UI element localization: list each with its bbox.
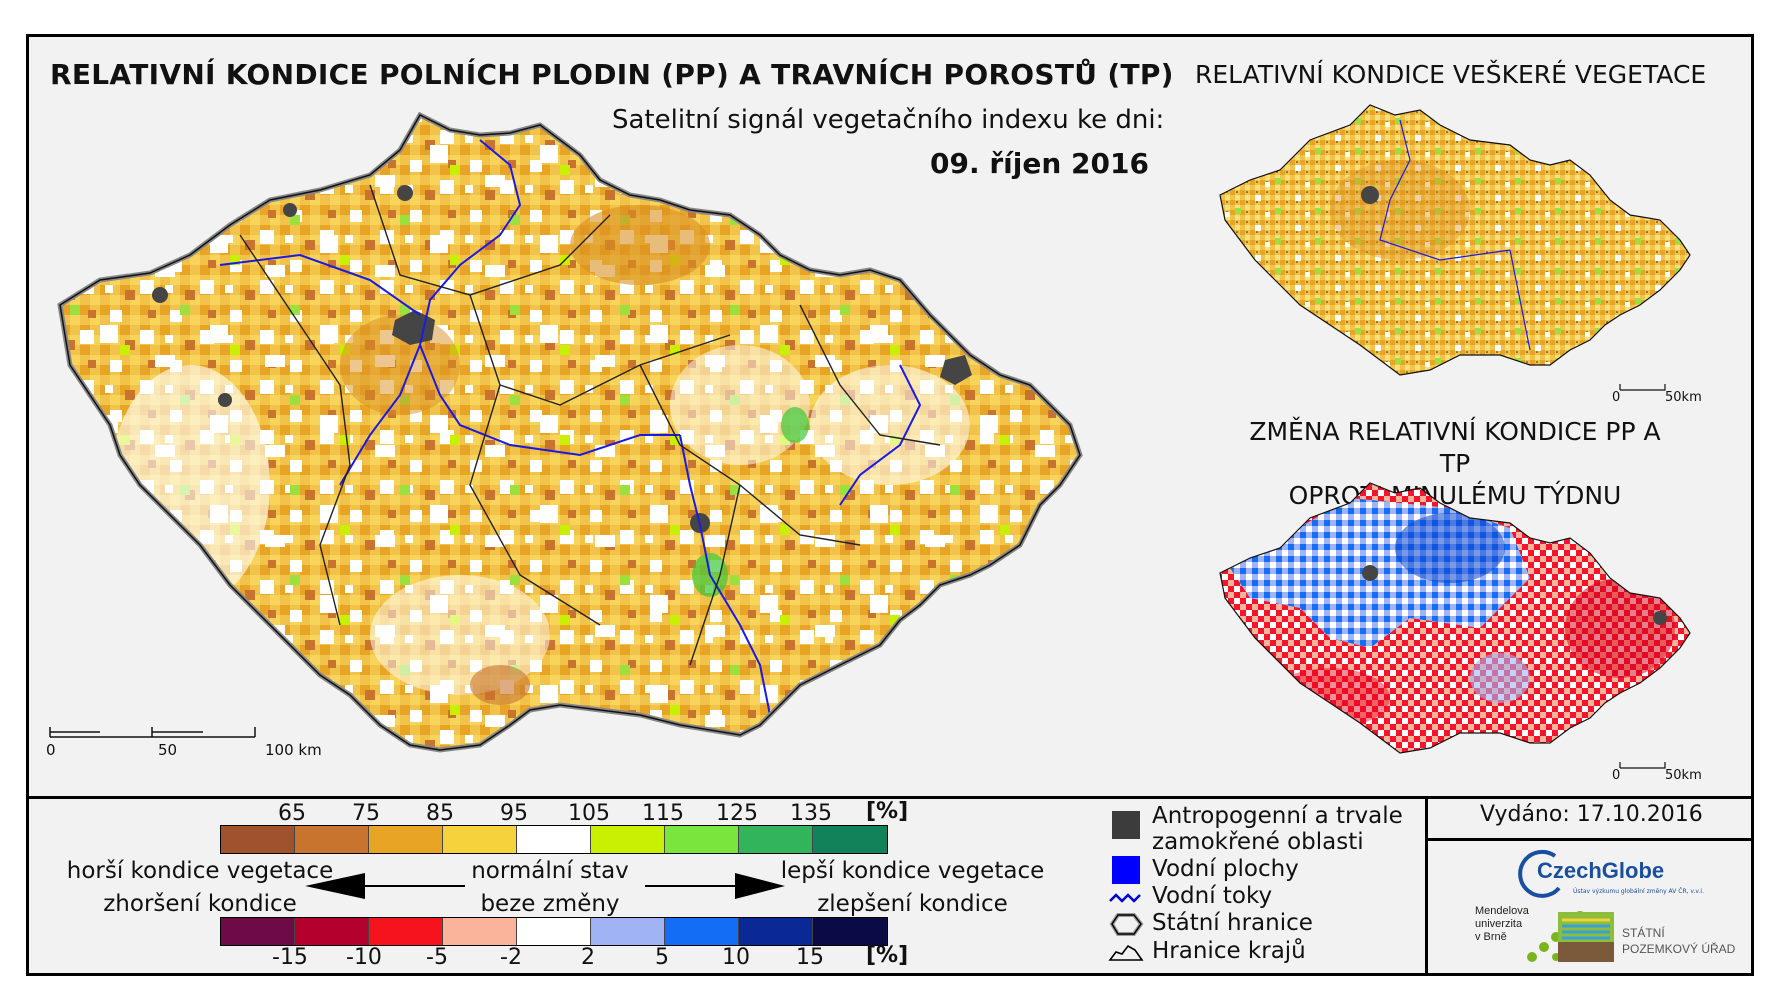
legend-normal-change: beze změny — [480, 891, 620, 917]
czechglobe-name: CzechGlobe — [1537, 858, 1665, 883]
legend-worse: horší kondice vegetace — [66, 858, 334, 884]
change-swatch-0 — [221, 918, 295, 945]
condition-swatch-8 — [813, 826, 887, 853]
main-condition-map — [49, 111, 1083, 753]
condition-swatch-0 — [221, 826, 295, 853]
cond-tick-65: 65 — [278, 801, 306, 826]
cond-unit: [%] — [866, 799, 909, 824]
condition-swatch-5 — [591, 826, 665, 853]
chg-tick-10: 10 — [722, 945, 750, 970]
change-title-line1: ZMĚNA RELATIVNÍ KONDICE PP A TP — [1249, 417, 1661, 478]
cond-tick-125: 125 — [716, 801, 758, 826]
spu-emblem-icon — [1558, 912, 1614, 962]
condition-swatch-6 — [665, 826, 739, 853]
legend-rivers: Vodní toky — [1108, 883, 1272, 911]
condition-swatch-2 — [369, 826, 443, 853]
logo-divider — [1426, 838, 1753, 841]
legend-state-border-label: Státní hranice — [1152, 910, 1313, 936]
change-swatch-5 — [591, 918, 665, 945]
chg-tick-15: 15 — [796, 945, 824, 970]
legend-anthropogenic-line1: Antropogenní a trvale — [1152, 803, 1403, 829]
river-line-icon — [1109, 893, 1141, 903]
change-swatch-2 — [369, 918, 443, 945]
issued-date: Vydáno: 17.10.2016 — [1480, 802, 1703, 827]
spu-logo: STÁTNÍ POZEMKOVÝ ÚŘAD — [1558, 912, 1738, 967]
legend-better: lepší kondice vegetace — [780, 858, 1045, 884]
main-scale-100: 100 km — [265, 741, 322, 759]
chg-tick-2: 2 — [581, 945, 595, 970]
spu-line1: STÁTNÍ — [1622, 926, 1665, 940]
cond-tick-85: 85 — [426, 801, 454, 826]
legend-anthropogenic: Antropogenní a trvale zamokřené oblasti — [1112, 803, 1403, 855]
chg-unit: [%] — [866, 943, 909, 968]
legend-state-border: Státní hranice — [1108, 910, 1313, 938]
chg-tick--2: -2 — [500, 945, 522, 970]
legend-better-change: zlepšení kondice — [817, 891, 1008, 917]
map-date: 09. říjen 2016 — [930, 147, 1149, 180]
condition-swatch-3 — [443, 826, 517, 853]
change-swatch-4 — [517, 918, 591, 945]
condition-swatch-7 — [739, 826, 813, 853]
top-scale-0: 0 — [1612, 390, 1621, 405]
cond-tick-75: 75 — [352, 801, 380, 826]
chg-tick-5: 5 — [655, 945, 669, 970]
legend-arrows — [305, 873, 785, 899]
all-vegetation-map — [1219, 104, 1691, 391]
spu-line2: POZEMKOVÝ ÚŘAD — [1622, 942, 1736, 956]
change-swatch-1 — [295, 918, 369, 945]
chg-tick--10: -10 — [346, 945, 382, 970]
change-swatch-8 — [813, 918, 887, 945]
legend-vertical-divider — [1425, 797, 1428, 975]
change-map — [1219, 482, 1691, 769]
chg-tick--15: -15 — [272, 945, 308, 970]
blue-square-icon — [1112, 856, 1140, 884]
condition-color-ramp — [220, 825, 888, 854]
legend-worse-change: zhoršení kondice — [103, 891, 297, 917]
subtitle: Satelitní signál vegetačního indexu ke d… — [612, 105, 1165, 135]
legend-divider — [26, 796, 1754, 799]
czechglobe-tagline: Ústav výzkumu globální změny AV ČR, v.v.… — [1573, 888, 1704, 895]
legend-anthropogenic-line2: zamokřené oblasti — [1152, 829, 1364, 855]
bottom-scale-50: 50km — [1665, 768, 1702, 783]
arrow-left-icon — [305, 873, 465, 899]
legend-normal: normální stav — [471, 858, 629, 884]
cond-tick-135: 135 — [790, 801, 832, 826]
all-vegetation-title: RELATIVNÍ KONDICE VEŠKERÉ VEGETACE — [1195, 60, 1707, 89]
state-border-icon — [1109, 913, 1144, 936]
cond-tick-115: 115 — [642, 801, 684, 826]
main-scalebar — [49, 727, 256, 738]
czechglobe-arc-icon — [1518, 849, 1561, 898]
mendel-line1: Mendelova — [1475, 905, 1529, 917]
legend-water-bodies: Vodní plochy — [1112, 856, 1299, 884]
condition-swatch-4 — [517, 826, 591, 853]
main-scale-50: 50 — [158, 741, 178, 759]
czechglobe-logo: CzechGlobe Ústav výzkumu globální změny … — [1515, 848, 1735, 904]
change-swatch-7 — [739, 918, 813, 945]
bottom-scale-0: 0 — [1612, 768, 1621, 783]
main-title: RELATIVNÍ KONDICE POLNÍCH PLODIN (PP) A … — [50, 58, 1174, 91]
legend-region-border: Hranice krajů — [1108, 938, 1306, 966]
chg-tick--5: -5 — [426, 945, 448, 970]
change-swatch-3 — [443, 918, 517, 945]
region-border-icon — [1108, 944, 1144, 961]
cond-tick-95: 95 — [500, 801, 528, 826]
change-swatch-6 — [665, 918, 739, 945]
mendel-line2: univerzita — [1475, 918, 1523, 930]
top-scale-50: 50km — [1665, 390, 1702, 405]
arrow-right-icon — [645, 873, 785, 899]
legend-region-border-label: Hranice krajů — [1152, 938, 1306, 964]
legend-rivers-label: Vodní toky — [1152, 883, 1273, 909]
mendel-line3: v Brně — [1475, 931, 1507, 943]
main-scale-0: 0 — [46, 741, 56, 759]
dark-square-icon — [1112, 811, 1140, 839]
condition-swatch-1 — [295, 826, 369, 853]
change-color-ramp — [220, 917, 888, 946]
legend-water-bodies-label: Vodní plochy — [1152, 856, 1299, 882]
cond-tick-105: 105 — [568, 801, 610, 826]
